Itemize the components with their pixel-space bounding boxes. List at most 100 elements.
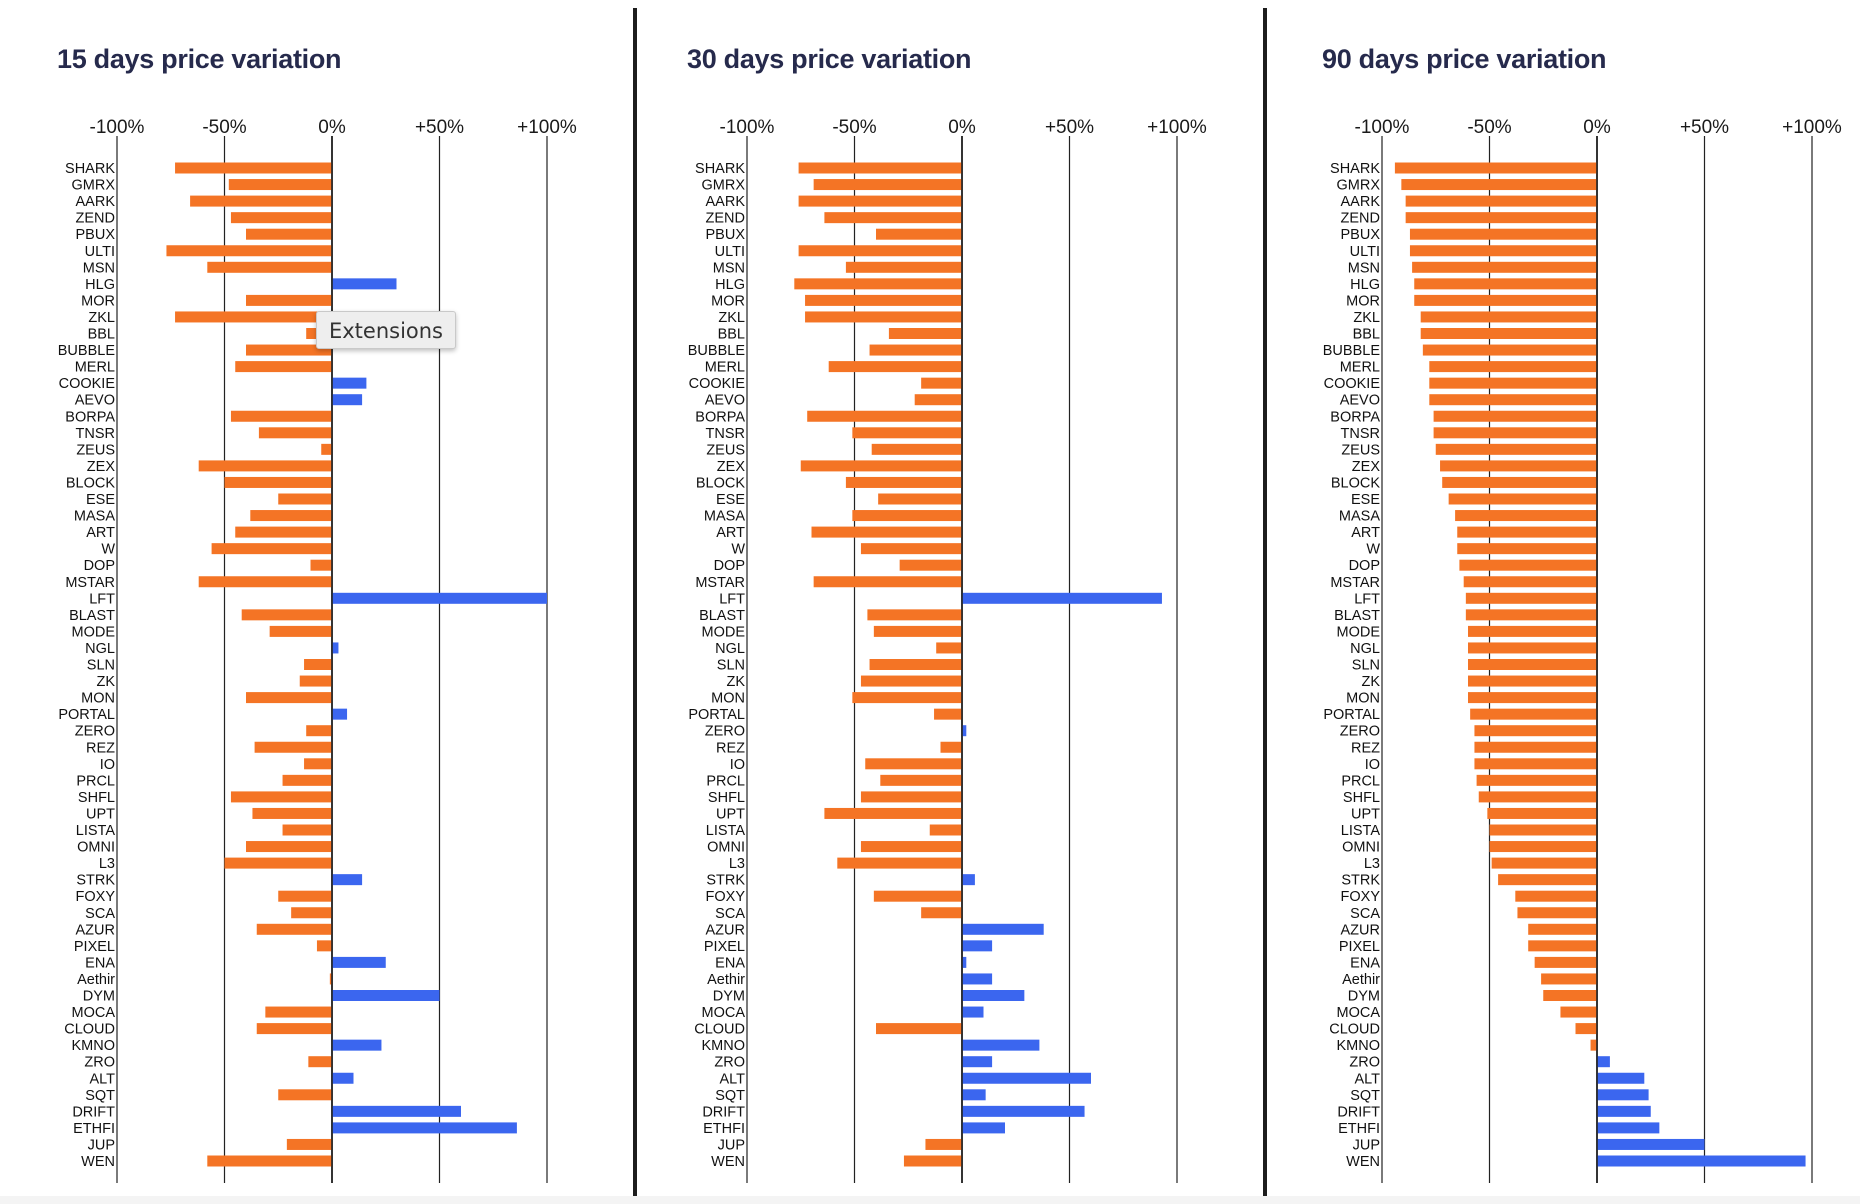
- bar-90d-lista: [1489, 824, 1597, 836]
- bar-30d-zex: [800, 460, 962, 472]
- category-label-90d: AARK: [1341, 194, 1381, 210]
- category-label-90d: SHARK: [1330, 161, 1380, 177]
- chart-90d: -100% -50% 0% +50% +100% SHARKGMRXAARKZENDPBU…: [1323, 117, 1842, 1183]
- category-label-30d: SHFL: [708, 790, 745, 806]
- category-label-90d: ART: [1351, 525, 1380, 541]
- category-label-30d: ZK: [726, 674, 745, 690]
- category-label-15d: ZRO: [84, 1055, 115, 1071]
- bar-90d-pixel: [1528, 940, 1597, 952]
- bar-15d-zex: [198, 460, 332, 472]
- bar-15d-dym: [332, 990, 440, 1001]
- category-label-30d: MOR: [711, 293, 745, 309]
- bar-30d-bbl: [888, 328, 962, 339]
- category-label-15d: HLG: [85, 277, 115, 293]
- category-label-30d: SCA: [715, 906, 745, 922]
- category-label-90d: LFT: [1354, 591, 1380, 607]
- category-label-30d: ZERO: [705, 724, 745, 740]
- bar-90d-drift: [1597, 1105, 1651, 1117]
- category-label-15d: ART: [86, 525, 115, 541]
- bar-15d-bubble: [246, 344, 332, 356]
- category-label-90d: MON: [1346, 691, 1380, 707]
- category-label-90d: Aethir: [1342, 972, 1380, 988]
- category-label-15d: MOR: [81, 293, 115, 309]
- category-label-15d: SHARK: [65, 161, 115, 177]
- bar-15d-zk: [299, 675, 332, 687]
- category-label-30d: MERL: [705, 360, 745, 376]
- category-label-15d: ZEX: [87, 459, 116, 475]
- bar-90d-rez: [1474, 741, 1597, 753]
- bar-15d-gmrx: [228, 179, 332, 191]
- category-label-15d: NGL: [85, 641, 115, 657]
- bar-90d-kmno: [1590, 1039, 1597, 1051]
- x-tick-label-30d: 0%: [948, 117, 976, 138]
- category-label-30d: ZEUS: [706, 442, 745, 458]
- category-label-90d: PRCL: [1341, 773, 1380, 789]
- bar-15d-dop: [310, 559, 332, 571]
- bar-15d-ena: [332, 956, 386, 968]
- bar-90d-ese: [1448, 493, 1597, 505]
- category-label-30d: BLAST: [699, 608, 745, 624]
- bar-90d-shark: [1394, 162, 1597, 174]
- bar-90d-sca: [1517, 907, 1597, 919]
- bar-30d-ulti: [798, 245, 962, 257]
- category-label-90d: DRIFT: [1337, 1104, 1380, 1120]
- bar-30d-azur: [962, 923, 1044, 935]
- category-label-15d: DYM: [83, 989, 115, 1005]
- category-label-90d: OMNI: [1342, 840, 1380, 856]
- x-tick-label-90d: -50%: [1467, 117, 1511, 138]
- x-tick-label-30d: +100%: [1147, 117, 1207, 138]
- category-label-15d: ZEND: [76, 211, 115, 227]
- bar-90d-bubble: [1422, 344, 1597, 356]
- extensions-tooltip: Extensions: [316, 311, 456, 349]
- category-label-90d: SQT: [1350, 1088, 1380, 1104]
- bar-30d-foxy: [873, 890, 962, 902]
- category-label-15d: ULTI: [85, 244, 115, 260]
- category-label-30d: MODE: [702, 624, 746, 640]
- category-label-15d: UPT: [86, 806, 115, 822]
- category-label-15d: TNSR: [76, 426, 115, 442]
- bar-30d-shfl: [860, 791, 962, 803]
- category-label-30d: ULTI: [715, 244, 745, 260]
- bar-30d-wen: [903, 1155, 962, 1167]
- category-label-30d: DYM: [713, 989, 745, 1005]
- bar-15d-masa: [250, 510, 332, 522]
- category-label-30d: AZUR: [706, 922, 745, 938]
- category-label-30d: Aethir: [707, 972, 745, 988]
- chart-panel-15d: 15 days price variation: [0, 0, 632, 1204]
- bar-15d-mon: [246, 692, 332, 704]
- category-label-15d: DOP: [84, 558, 115, 574]
- bar-30d-aevo: [914, 394, 962, 406]
- category-label-90d: STRK: [1341, 873, 1380, 889]
- bar-30d-sqt: [962, 1089, 986, 1101]
- bar-15d-sca: [291, 907, 332, 919]
- bar-30d-bubble: [869, 344, 962, 356]
- bar-90d-jup: [1597, 1138, 1705, 1150]
- category-label-90d: IO: [1365, 757, 1380, 773]
- bar-30d-kmno: [962, 1039, 1040, 1051]
- chart-title-90d: 90 days price variation: [1322, 44, 1607, 74]
- category-label-30d: GMRX: [702, 178, 746, 194]
- category-label-90d: NGL: [1350, 641, 1380, 657]
- bar-15d-rez: [254, 741, 332, 753]
- category-label-90d: JUP: [1353, 1137, 1380, 1153]
- category-label-15d: LFT: [89, 591, 115, 607]
- bar-90d-ulti: [1409, 245, 1597, 257]
- category-label-15d: PIXEL: [74, 939, 115, 955]
- bar-90d-blast: [1465, 609, 1597, 621]
- bar-90d-foxy: [1515, 890, 1597, 902]
- category-label-15d: W: [101, 542, 115, 558]
- chart-panel-90d: 90 days price variation: [1267, 0, 1860, 1204]
- chart-title-15d: 15 days price variation: [57, 44, 342, 74]
- category-label-90d: MOR: [1346, 293, 1380, 309]
- bar-90d-strk: [1498, 874, 1597, 886]
- bar-30d-rez: [940, 741, 962, 753]
- bar-15d-hlg: [332, 278, 397, 290]
- bar-30d-pixel: [962, 940, 993, 952]
- category-label-15d: MON: [81, 691, 115, 707]
- category-label-15d: BLOCK: [66, 475, 115, 491]
- bar-15d-alt: [332, 1072, 354, 1084]
- category-label-15d: STRK: [76, 873, 115, 889]
- category-label-15d: ZK: [96, 674, 115, 690]
- category-label-15d: PBUX: [76, 227, 116, 243]
- category-label-15d: ALT: [89, 1071, 115, 1087]
